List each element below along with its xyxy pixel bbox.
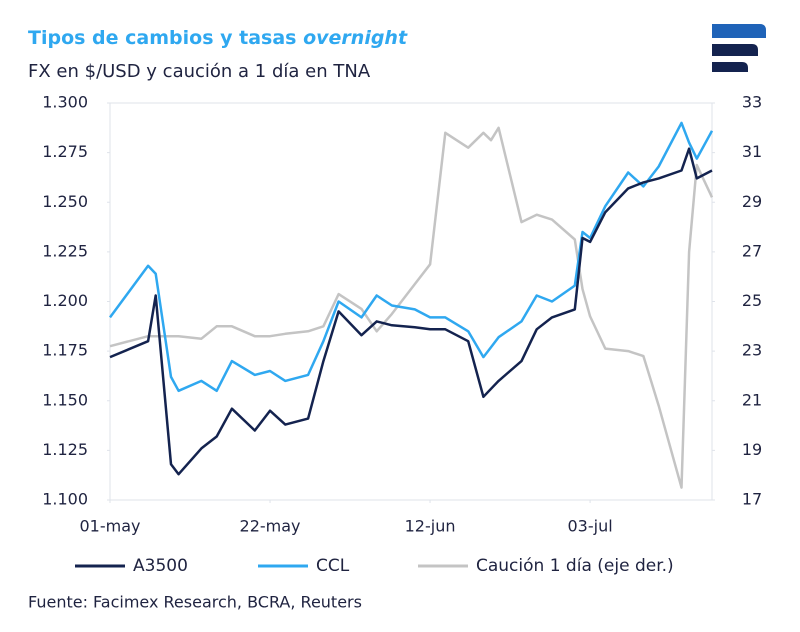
y2-tick-label: 29	[742, 192, 762, 211]
y-tick-label: 1.125	[42, 440, 88, 459]
y2-tick-label: 33	[742, 93, 762, 112]
y2-tick-label: 21	[742, 390, 762, 409]
y2-tick-label: 31	[742, 142, 762, 161]
y2-tick-label: 23	[742, 341, 762, 360]
y-tick-label: 1.150	[42, 390, 88, 409]
series-line	[108, 121, 714, 393]
y-tick-label: 1.200	[42, 291, 88, 310]
x-tick-label: 01-may	[80, 517, 141, 536]
chart-title: Tipos de cambios y tasas overnight	[28, 27, 408, 49]
legend-label: Caución 1 día (eje der.)	[476, 556, 674, 576]
y-tick-label: 1.225	[42, 241, 88, 260]
y-tick-label: 1.175	[42, 341, 88, 360]
y-tick-label: 1.275	[42, 142, 88, 161]
title-main: Tipos de cambios y tasas	[28, 27, 296, 49]
x-tick-label: 03-jul	[567, 517, 612, 536]
y2-tick-label: 19	[742, 440, 762, 459]
legend-label: A3500	[133, 556, 188, 576]
y-tick-label: 1.100	[42, 490, 88, 509]
x-tick-label: 12-jun	[405, 517, 456, 536]
y-tick-label: 1.250	[42, 192, 88, 211]
logo	[712, 24, 766, 72]
y2-tick-label: 17	[742, 490, 762, 509]
y2-tick-label: 27	[742, 241, 762, 260]
series-line	[109, 147, 713, 476]
x-tick-label: 22-may	[240, 517, 301, 536]
legend-label: CCL	[316, 556, 350, 576]
subtitle: FX en $/USD y caución a 1 día en TNA	[28, 61, 371, 82]
series-line	[109, 126, 714, 489]
plot-frame	[109, 102, 713, 501]
y2-tick-label: 25	[742, 291, 762, 310]
title-emphasis: overnight	[303, 27, 408, 49]
y-tick-label: 1.300	[42, 93, 88, 112]
source: Fuente: Facimex Research, BCRA, Reuters	[28, 593, 362, 612]
